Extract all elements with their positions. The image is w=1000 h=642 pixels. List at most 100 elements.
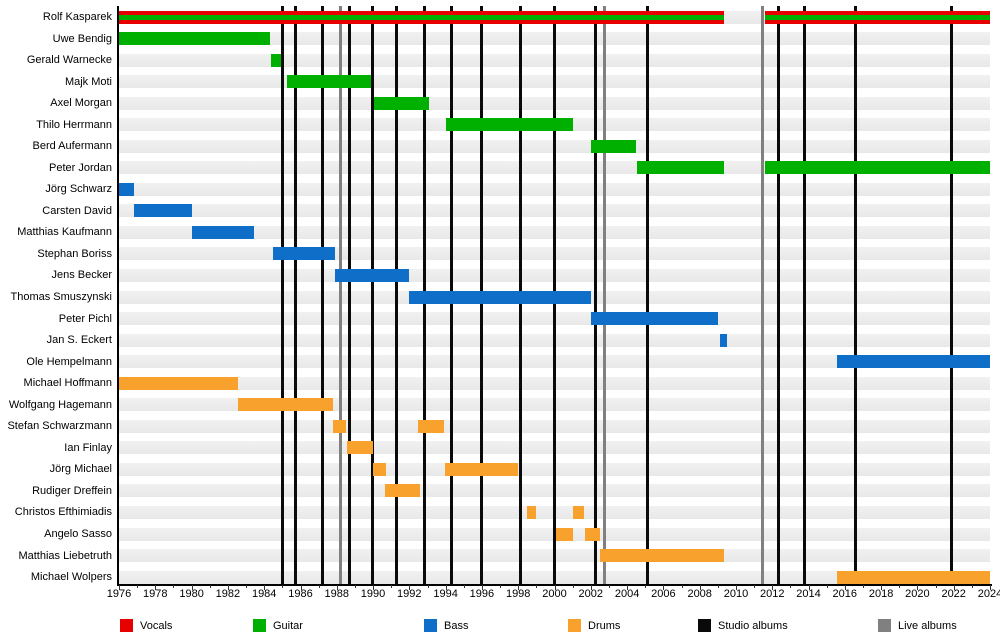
member-label: Carsten David bbox=[42, 204, 112, 217]
x-tick-label: 2018 bbox=[868, 588, 894, 600]
x-tick bbox=[572, 585, 574, 588]
x-tick-label: 2002 bbox=[578, 588, 604, 600]
studio-album-line bbox=[949, 6, 953, 584]
member-label: Gerald Warnecke bbox=[26, 54, 112, 67]
x-tick-label: 2014 bbox=[796, 588, 821, 600]
x-tick bbox=[953, 585, 955, 590]
member-label: Uwe Bendig bbox=[52, 32, 112, 45]
x-tick bbox=[935, 585, 937, 588]
legend-swatch bbox=[698, 619, 711, 632]
tenure-bar bbox=[590, 312, 718, 326]
legend-swatch bbox=[120, 619, 133, 632]
tenure-bar bbox=[119, 376, 238, 390]
member-label: Stephan Boriss bbox=[37, 247, 112, 260]
tenure-bar bbox=[765, 10, 990, 24]
legend-label: Studio albums bbox=[718, 620, 788, 632]
x-tick bbox=[354, 585, 356, 588]
tenure-bar bbox=[445, 118, 573, 132]
x-tick bbox=[536, 585, 538, 588]
member-label: Wolfgang Hagemann bbox=[8, 398, 112, 411]
tenure-bar bbox=[417, 419, 444, 433]
tenure-bar bbox=[119, 32, 270, 45]
legend-swatch bbox=[878, 619, 891, 632]
x-tick bbox=[863, 585, 864, 588]
tenure-bar bbox=[346, 441, 373, 455]
x-tick bbox=[990, 585, 991, 590]
x-tick-label: 1990 bbox=[360, 588, 386, 600]
tenure-bar bbox=[270, 53, 282, 67]
x-tick bbox=[246, 585, 247, 588]
x-tick-label: 1996 bbox=[469, 588, 495, 600]
x-tick bbox=[899, 585, 901, 588]
member-label: Thomas Smuszynski bbox=[10, 291, 112, 304]
member-label: Jörg Michael bbox=[49, 463, 112, 476]
member-label: Ole Hempelmann bbox=[26, 355, 112, 368]
x-tick bbox=[518, 585, 520, 590]
tenure-bar bbox=[373, 462, 386, 476]
member-label: Matthias Liebetruth bbox=[18, 549, 112, 562]
member-label: Rolf Kasparek bbox=[42, 11, 112, 23]
tenure-bar bbox=[719, 333, 727, 347]
tenure-bar bbox=[572, 505, 585, 519]
x-tick bbox=[608, 585, 610, 588]
tenure-bar bbox=[590, 139, 637, 153]
tenure-bar bbox=[637, 161, 725, 175]
studio-album-line bbox=[294, 6, 298, 584]
secondary-role-stripe bbox=[765, 14, 990, 20]
x-tick-label: 1988 bbox=[324, 588, 350, 600]
x-tick bbox=[645, 585, 647, 588]
tenure-bar bbox=[556, 527, 574, 541]
x-tick bbox=[681, 585, 683, 588]
tenure-bar bbox=[119, 182, 134, 196]
x-tick-label: 2016 bbox=[832, 588, 858, 600]
member-label: Thilo Herrmann bbox=[36, 118, 112, 131]
studio-album-line bbox=[854, 6, 858, 584]
member-label: Ian Finlay bbox=[64, 441, 112, 454]
member-label: Stefan Schwarzmann bbox=[7, 420, 112, 433]
x-tick bbox=[209, 585, 211, 588]
x-tick-label: 1986 bbox=[288, 588, 313, 600]
x-tick bbox=[282, 585, 284, 588]
studio-album-line bbox=[280, 6, 284, 584]
live-album-line bbox=[760, 6, 764, 584]
x-tick bbox=[300, 585, 302, 590]
member-label: Jens Becker bbox=[51, 269, 112, 282]
x-tick bbox=[318, 585, 320, 588]
x-tick bbox=[445, 585, 447, 590]
tenure-bar bbox=[133, 204, 192, 218]
studio-album-line bbox=[395, 6, 399, 584]
x-tick bbox=[173, 585, 175, 588]
tenure-bar bbox=[599, 549, 725, 562]
x-tick bbox=[808, 585, 810, 590]
x-tick bbox=[500, 585, 502, 588]
legend-label: Guitar bbox=[273, 620, 303, 632]
x-tick-label: 1978 bbox=[143, 588, 168, 600]
tenure-bar bbox=[409, 290, 591, 304]
x-tick bbox=[790, 585, 792, 588]
legend-label: Bass bbox=[444, 620, 469, 632]
studio-album-line bbox=[593, 6, 597, 584]
x-tick bbox=[137, 585, 139, 588]
x-tick-label: 2004 bbox=[614, 588, 640, 600]
legend-swatch bbox=[253, 619, 266, 632]
x-tick bbox=[391, 585, 393, 588]
x-tick bbox=[754, 585, 756, 588]
legend-label: Drums bbox=[588, 620, 621, 632]
y-axis-line bbox=[117, 6, 119, 584]
x-tick-label: 2010 bbox=[723, 588, 749, 600]
member-label: Jörg Schwarz bbox=[45, 183, 112, 196]
member-label: Michael Hoffmann bbox=[23, 377, 112, 390]
studio-album-line bbox=[320, 6, 324, 584]
x-tick-label: 1992 bbox=[397, 588, 422, 600]
x-tick-label: 2008 bbox=[687, 588, 712, 600]
x-tick bbox=[191, 585, 193, 590]
x-tick-label: 2024 bbox=[977, 588, 1000, 600]
member-label: Jan S. Eckert bbox=[46, 334, 112, 347]
legend-label: Live albums bbox=[898, 620, 957, 632]
x-tick bbox=[427, 585, 429, 588]
tenure-bar bbox=[119, 10, 725, 24]
live-album-line bbox=[338, 6, 342, 584]
member-label: Peter Jordan bbox=[49, 161, 112, 174]
tenure-bar bbox=[384, 484, 421, 498]
